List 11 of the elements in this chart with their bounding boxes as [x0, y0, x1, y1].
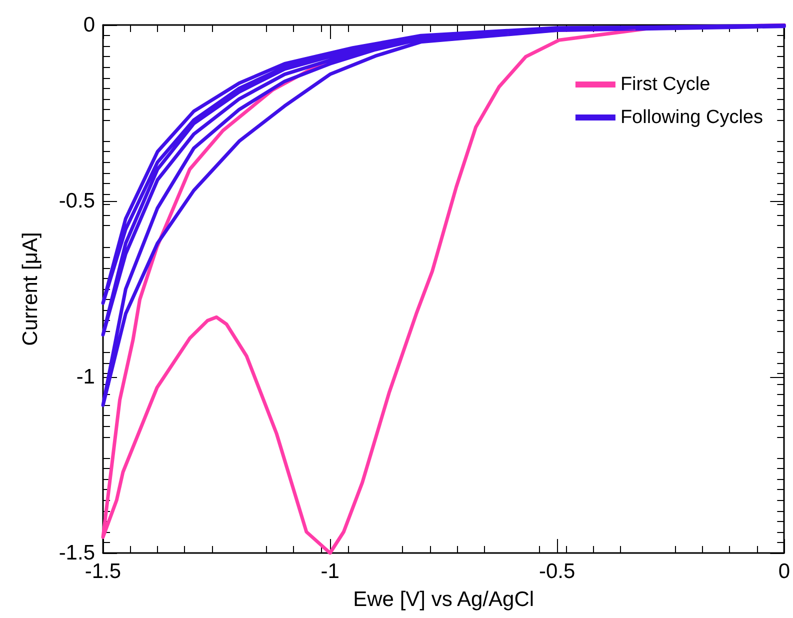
- x-tick-label: -1: [320, 560, 340, 583]
- legend-label: First Cycle: [620, 74, 710, 95]
- y-tick-label: -1: [76, 366, 95, 388]
- x-axis-title: Ewe [V] vs Ag/AgCl: [353, 588, 534, 611]
- legend-label: Following Cycles: [620, 107, 763, 128]
- y-tick-label: -1.5: [58, 542, 95, 564]
- y-tick-label: -0.5: [58, 190, 95, 212]
- x-tick-label: 0: [778, 560, 790, 583]
- x-tick-label: -0.5: [539, 560, 576, 583]
- y-tick-label: 0: [83, 14, 95, 36]
- y-axis-title: Current [μA]: [19, 232, 42, 346]
